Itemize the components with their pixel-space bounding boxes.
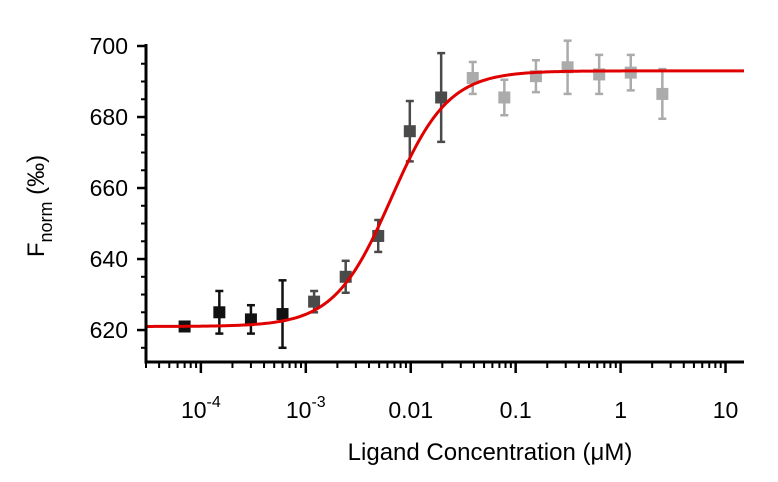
x-tick-label: 10	[713, 397, 739, 423]
y-tick-label: 700	[90, 33, 128, 59]
fit-curve	[145, 69, 745, 328]
x-tick-label: 10-4	[181, 394, 221, 423]
data-point	[435, 91, 448, 104]
x-tick-label: 10-3	[286, 394, 326, 423]
data-point	[466, 71, 479, 84]
data-point	[403, 125, 416, 138]
series-1	[178, 279, 289, 350]
x-tick-label: 0.01	[388, 397, 433, 423]
y-tick-label: 620	[90, 317, 128, 343]
x-tick-label: 1	[614, 397, 627, 423]
data-point	[308, 295, 321, 308]
y-axis-title-unit: (‰)	[23, 155, 50, 202]
y-tick-label: 640	[90, 246, 128, 272]
data-point	[656, 87, 669, 100]
y-axis-title-main: F	[23, 243, 50, 258]
x-tick-label: 0.1	[500, 397, 532, 423]
series-2	[308, 51, 448, 314]
y-tick-label: 680	[90, 104, 128, 130]
x-axis-title: Ligand Concentration (μM)	[348, 439, 633, 466]
plot-area	[145, 39, 745, 350]
y-tick-label: 660	[90, 175, 128, 201]
data-point	[213, 306, 226, 319]
data-point	[624, 66, 637, 79]
y-axis-title-subscript: norm	[36, 201, 56, 242]
data-point	[276, 308, 289, 321]
series-3	[466, 39, 669, 121]
data-point	[244, 313, 257, 326]
data-point	[498, 91, 511, 104]
axes: 620 640 660 680 700 10-4 10-3 0.01 0.1 1 10	[90, 33, 744, 423]
y-axis-title: Fnorm (‰)	[23, 155, 56, 257]
